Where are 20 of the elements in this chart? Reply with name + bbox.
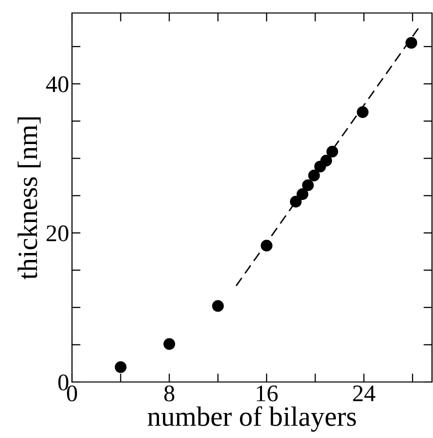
point [290,196,302,208]
point [212,300,224,312]
y-tick-label: 40 [46,76,68,92]
x-tick-label: 16 [256,386,278,402]
point [320,154,332,166]
x-tick-label: 8 [164,385,174,402]
point [302,179,314,192]
point [405,36,418,49]
y-axis-title: thickness [nm] [18,117,41,280]
point [296,188,308,200]
y-tick-label: 20 [46,225,68,242]
point [114,361,126,373]
y-tick-label: 0 [58,374,68,390]
point [356,106,369,118]
x-axis-title: number of bilayers [148,406,356,432]
point [308,170,320,182]
point [163,338,176,350]
x-tick-label: 24 [353,386,376,402]
point [260,240,272,252]
point [326,146,338,158]
